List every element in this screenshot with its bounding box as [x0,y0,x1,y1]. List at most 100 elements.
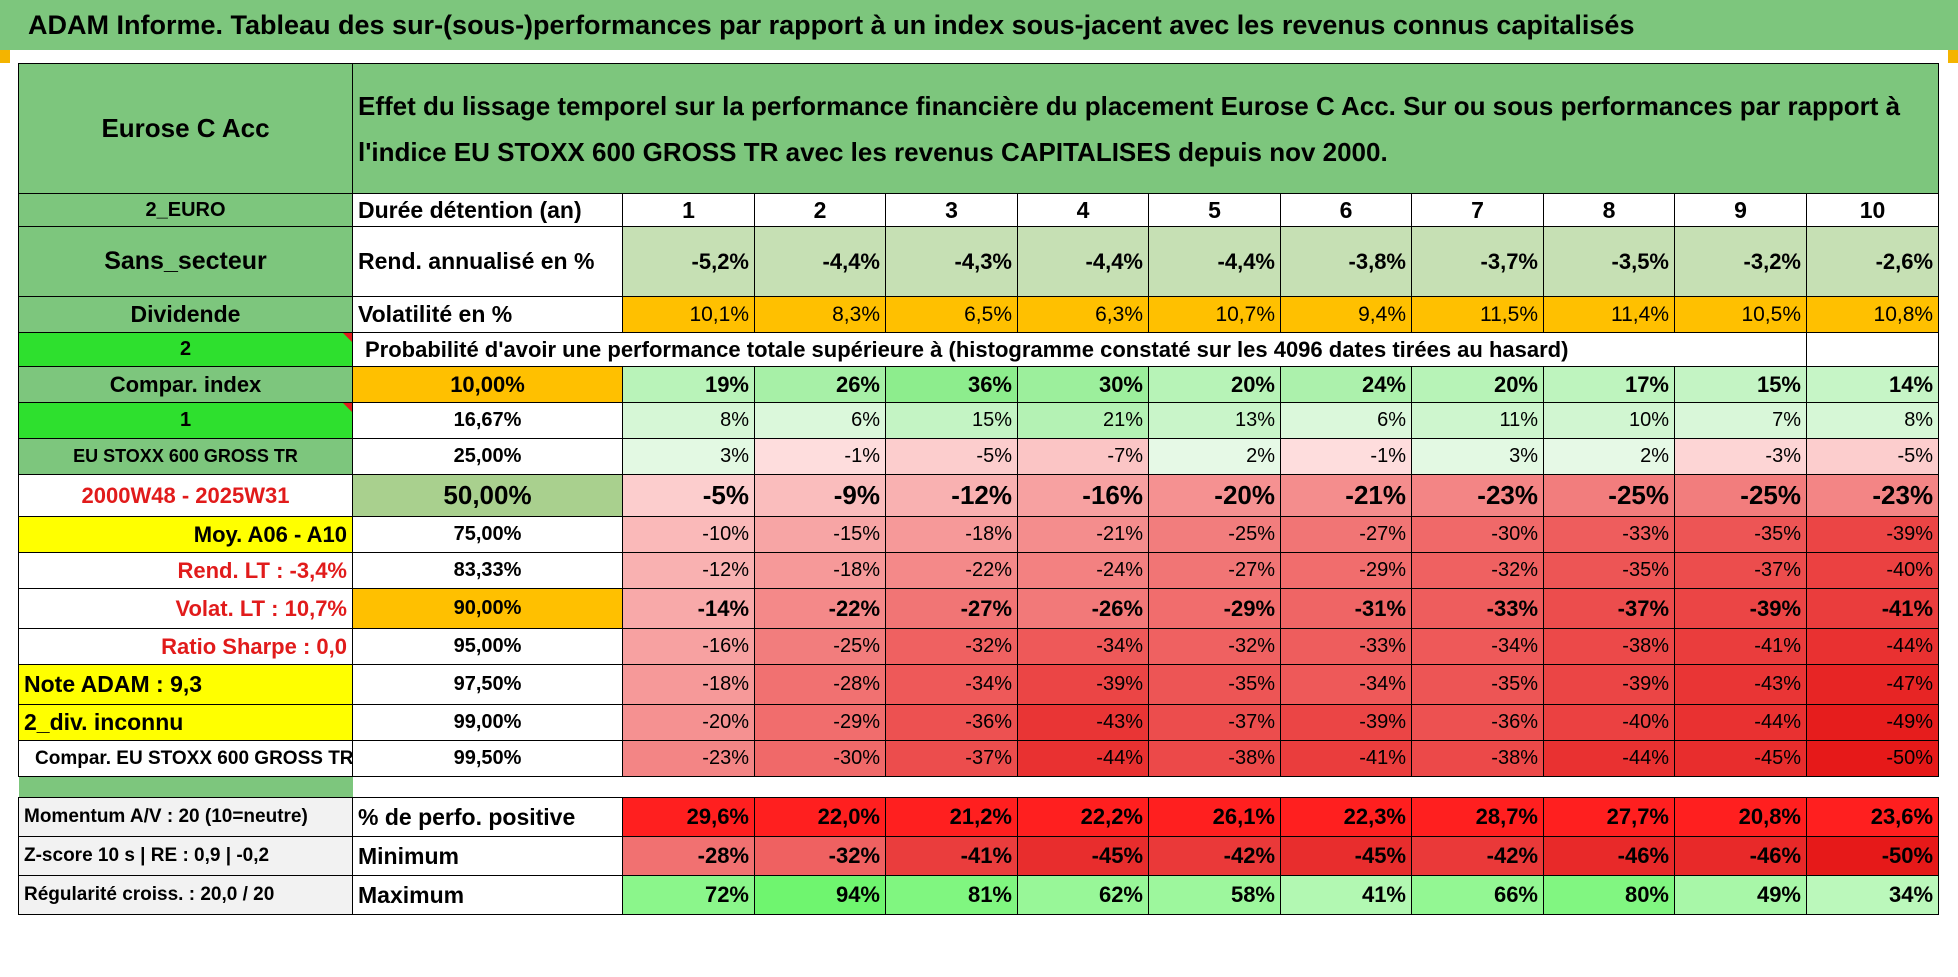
quantile-row: Volat. LT : 10,7% 90,00% -14% -22% -27% -26% -… [18,588,1940,629]
quantile-value: -35% [1543,552,1675,589]
positive-value: 20,8% [1674,797,1807,837]
quantile-value: -44% [1017,740,1149,777]
year-header: 2 [754,193,886,227]
quantile-value: 36% [885,366,1018,403]
quantile-value: -45% [1674,740,1807,777]
volat-value: 11,4% [1543,296,1675,333]
quantile-percent: 95,00% [352,628,623,665]
probability-label: Probabilité d'avoir une performance tota… [352,332,1675,367]
quantile-percent: 97,50% [352,664,623,705]
rend-value: -4,3% [885,226,1018,297]
quantile-value: -24% [1017,552,1149,589]
quantile-value: -23% [1805,474,1940,517]
maximum-value: 80% [1543,875,1675,915]
quantile-percent: 25,00% [352,438,623,475]
year-header: 7 [1411,193,1544,227]
minimum-value: -46% [1543,836,1675,876]
minimum-value: -50% [1805,836,1940,876]
positive-value: 29,6% [622,797,755,837]
quantile-percent: 10,00% [352,366,623,403]
empty-cell [1805,332,1940,367]
volat-value: 8,3% [754,296,886,333]
quantile-value: -39% [1805,516,1940,553]
quantile-value: -32% [1411,552,1544,589]
quantile-value: -1% [1280,438,1412,475]
side-label-volat-lt: Volat. LT : 10,7% [18,588,353,629]
minimum-value: -32% [754,836,886,876]
quantile-row: Ratio Sharpe : 0,0 95,00% -16% -25% -32% -34%… [18,628,1940,665]
quantile-value: 11% [1411,402,1544,439]
quantile-value: -12% [885,474,1018,517]
quantile-value: 6% [1280,402,1412,439]
corner-marker-left [0,50,10,63]
quantile-value: -37% [1543,588,1675,629]
quantile-value: -20% [622,704,755,741]
year-header: 3 [885,193,1018,227]
quantile-value: -34% [1411,628,1544,665]
quantile-value: -38% [1411,740,1544,777]
quantile-row: Note ADAM : 9,3 97,50% -18% -28% -34% -39% -35… [18,664,1940,705]
quantile-value: -22% [754,588,886,629]
quantile-value: -37% [885,740,1018,777]
positive-value: 22,3% [1280,797,1412,837]
quantile-percent: 99,50% [352,740,623,777]
quantile-value: -35% [1674,516,1807,553]
quantile-value: -15% [754,516,886,553]
empty-cell [1674,332,1807,367]
quantile-value: -34% [1280,664,1412,705]
quantile-value: -30% [754,740,886,777]
quantile-row: 2000W48 - 2025W31 50,00% -5% -9% -12% -16% -20… [18,474,1940,517]
quantile-value: -43% [1674,664,1807,705]
quantile-value: -21% [1280,474,1412,517]
year-header: 10 [1805,193,1940,227]
sector-label: Sans_secteur [18,226,353,297]
rend-label: Rend. annualisé en % [352,226,623,297]
quantile-value: -47% [1805,664,1940,705]
maximum-value: 58% [1148,875,1281,915]
rend-value: -4,4% [1148,226,1281,297]
volat-value: 10,5% [1674,296,1807,333]
quantile-row: 1 16,67% 8% 6% 15% 21% 13% 6% 11% 10% 7% 8% [18,402,1940,439]
maximum-label: Maximum [352,875,623,915]
volat-label: Volatilité en % [352,296,623,333]
quantile-value: 15% [1674,366,1807,403]
rend-value: -4,4% [1017,226,1149,297]
rend-value: -3,8% [1280,226,1412,297]
quantile-value: -34% [1017,628,1149,665]
quantile-value: -18% [885,516,1018,553]
maximum-value: 34% [1805,875,1940,915]
quantile-value: -25% [754,628,886,665]
quantile-value: -29% [1148,588,1281,629]
side-label-zscore: Z-score 10 s | RE : 0,9 | -0,2 [18,836,353,876]
performance-table: Eurose C Acc Effet du lissage temporel s… [18,63,1940,915]
quantile-value: -34% [885,664,1018,705]
positive-value: 22,2% [1017,797,1149,837]
side-label-momentum: Momentum A/V : 20 (10=neutre) [18,797,353,837]
side-label-rend-lt: Rend. LT : -3,4% [18,552,353,589]
side-label-moy: Moy. A06 - A10 [18,516,353,553]
volat-value: 6,5% [885,296,1018,333]
positive-label: % de perfo. positive [352,797,623,837]
quantile-value: -25% [1674,474,1807,517]
rend-value: -3,7% [1411,226,1544,297]
summary-row: Z-score 10 s | RE : 0,9 | -0,2 Minimum -28… [18,836,1940,876]
quantile-value: -27% [885,588,1018,629]
minimum-value: -28% [622,836,755,876]
quantile-value: -36% [1411,704,1544,741]
year-header: 1 [622,193,755,227]
rend-value: -4,4% [754,226,886,297]
rend-value: -5,2% [622,226,755,297]
currency-label: 2_EURO [18,193,353,227]
quantile-value: 21% [1017,402,1149,439]
minimum-value: -42% [1411,836,1544,876]
quantile-value: -25% [1148,516,1281,553]
quantile-value: -33% [1411,588,1544,629]
quantile-value: 15% [885,402,1018,439]
quantile-value: -18% [622,664,755,705]
quantile-percent: 83,33% [352,552,623,589]
quantile-row: Compar. EU STOXX 600 GROSS TR 99,50% -23% -… [18,740,1940,777]
quantile-value: -33% [1543,516,1675,553]
year-header: 4 [1017,193,1149,227]
volat-value: 9,4% [1280,296,1412,333]
minimum-value: -45% [1017,836,1149,876]
